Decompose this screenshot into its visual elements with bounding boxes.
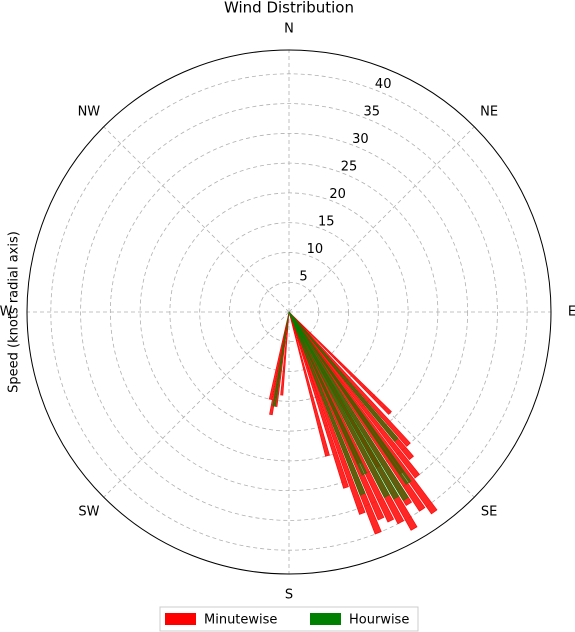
legend-label: Minutewise xyxy=(204,613,277,628)
grid-circle xyxy=(80,103,498,521)
y-tick-label: 40 xyxy=(375,77,392,92)
wind-bar xyxy=(288,311,366,515)
wind-bar xyxy=(288,311,392,415)
wind-bar xyxy=(280,311,290,396)
polar-frame xyxy=(26,49,552,575)
legend-box xyxy=(159,606,419,632)
wind-bar xyxy=(288,311,399,442)
x-tick-label: W xyxy=(0,305,13,320)
x-tick-label: S xyxy=(285,588,293,603)
grid-spoke xyxy=(103,311,290,498)
y-tick-label: 15 xyxy=(318,215,335,230)
wind-bar xyxy=(288,311,409,501)
legend: Minutewise Hourwise xyxy=(159,606,419,632)
y-tick-label: 30 xyxy=(352,132,369,147)
x-tick-label: NW xyxy=(78,104,101,119)
x-tick-label: N xyxy=(284,22,294,37)
wind-bar xyxy=(288,311,438,515)
x-tick-label: SE xyxy=(481,505,497,520)
grid-circle xyxy=(199,222,379,402)
y-tick-label: 25 xyxy=(341,160,358,175)
y-axis-label: Speed (knots radial axis) xyxy=(7,231,22,393)
legend-swatch xyxy=(165,613,196,625)
grid-spoke xyxy=(103,126,290,313)
wind-bar xyxy=(288,311,400,500)
wind-bar xyxy=(288,311,412,485)
wind-bar xyxy=(288,311,366,496)
wind-bar xyxy=(288,311,349,489)
wind-bar xyxy=(288,311,390,498)
y-tick-label: 10 xyxy=(307,242,324,257)
y-tick-label: 35 xyxy=(364,105,381,120)
grid-spoke xyxy=(288,126,475,313)
legend-swatch xyxy=(310,613,341,625)
wind-bar xyxy=(268,311,290,400)
chart-title: Wind Distribution xyxy=(224,0,354,17)
wind-bar xyxy=(288,311,395,523)
x-tick-label: SW xyxy=(78,505,99,520)
x-tick-label: NE xyxy=(480,104,498,119)
wind-bar xyxy=(272,311,290,407)
wind-bar xyxy=(288,311,411,447)
y-tick-label: 5 xyxy=(299,270,307,285)
y-tick-label: 20 xyxy=(329,187,346,202)
legend-label: Hourwise xyxy=(349,613,409,628)
wind-bar xyxy=(288,311,330,457)
x-tick-label: E xyxy=(568,305,575,320)
wind-bar xyxy=(288,311,368,476)
wind-bar xyxy=(288,311,421,479)
